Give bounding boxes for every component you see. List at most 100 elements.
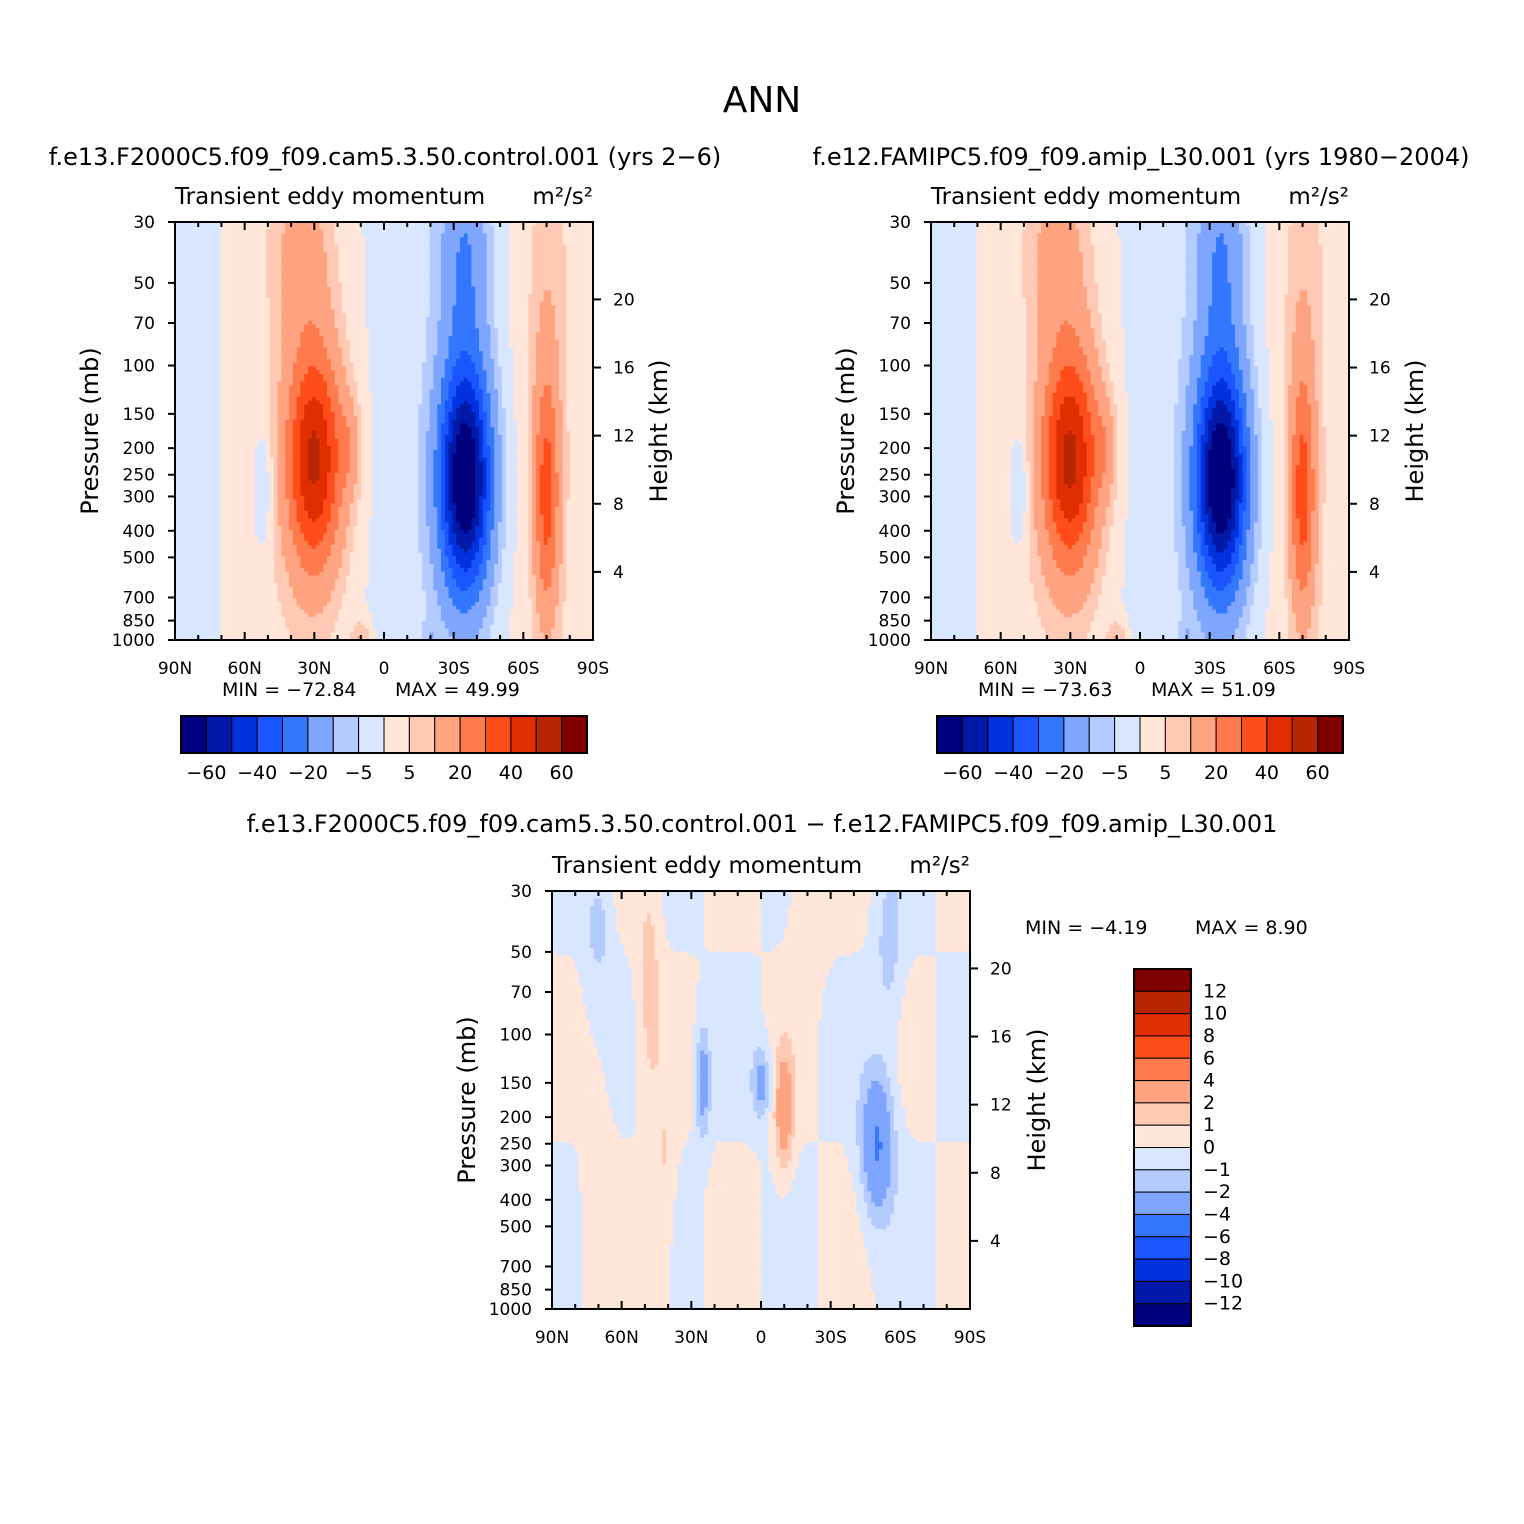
field-cell <box>399 252 404 257</box>
field-cell <box>570 358 575 364</box>
field-cell <box>562 377 567 383</box>
field-cell <box>308 275 313 280</box>
field-cell <box>304 241 309 246</box>
field-cell <box>213 263 218 269</box>
field-cell <box>239 366 244 371</box>
field-cell <box>368 362 374 367</box>
field-cell <box>281 385 286 390</box>
field-cell <box>361 374 366 379</box>
field-cell <box>577 229 583 234</box>
field-cell <box>444 282 450 288</box>
field-cell <box>213 229 218 234</box>
field-cell <box>494 248 499 253</box>
field-cell <box>277 374 282 379</box>
field-cell <box>216 275 222 280</box>
field-cell <box>327 275 332 280</box>
field-cell <box>353 237 358 242</box>
field-cell <box>304 389 309 394</box>
field-cell <box>232 320 237 326</box>
field-cell <box>528 267 533 272</box>
field-cell <box>479 294 484 299</box>
field-cell <box>342 381 347 386</box>
field-cell <box>437 366 442 371</box>
field-cell <box>292 355 298 360</box>
field-cell <box>175 370 180 375</box>
field-cell <box>262 301 267 307</box>
field-cell <box>285 298 290 303</box>
field-cell <box>357 385 362 390</box>
field-cell <box>315 286 320 291</box>
field-cell <box>315 366 320 371</box>
field-cell <box>520 374 526 379</box>
field-cell <box>406 248 412 253</box>
field-cell <box>365 313 370 318</box>
field-cell <box>273 347 279 352</box>
field-cell <box>498 351 503 356</box>
field-cell <box>277 294 282 299</box>
field-cell <box>213 347 218 352</box>
field-cell <box>441 385 446 390</box>
field-cell <box>308 279 313 284</box>
field-cell <box>532 332 537 337</box>
field-cell <box>273 374 279 379</box>
field-cell <box>186 377 191 383</box>
field-cell <box>422 358 427 364</box>
field-cell <box>361 332 366 337</box>
field-cell <box>418 374 423 379</box>
field-cell <box>395 332 400 337</box>
field-cell <box>479 336 484 341</box>
field-cell <box>532 351 537 356</box>
field-cell <box>399 256 404 261</box>
field-cell <box>334 271 339 276</box>
field-cell <box>395 301 400 307</box>
field-cell <box>505 377 510 383</box>
field-cell <box>319 244 324 250</box>
field-cell <box>452 324 457 329</box>
field-cell <box>524 362 529 367</box>
field-cell <box>520 366 526 371</box>
field-cell <box>266 298 271 303</box>
field-cell <box>338 389 343 394</box>
field-cell <box>452 381 457 386</box>
field-cell <box>304 347 309 352</box>
field-cell <box>304 362 309 367</box>
field-cell <box>254 370 260 375</box>
field-cell <box>422 286 427 291</box>
field-cell <box>296 263 301 269</box>
field-cell <box>175 222 180 227</box>
field-cell <box>289 298 294 303</box>
field-cell <box>205 301 210 307</box>
field-cell <box>403 229 408 234</box>
field-cell <box>581 233 586 238</box>
field-cell <box>330 381 336 386</box>
field-cell <box>558 241 564 246</box>
field-cell <box>197 355 203 360</box>
field-cell <box>194 320 199 326</box>
field-cell <box>486 229 491 234</box>
field-cell <box>448 267 453 272</box>
field-cell <box>277 248 282 253</box>
field-cell <box>342 355 347 360</box>
field-cell <box>471 385 476 390</box>
field-cell <box>327 355 332 360</box>
field-cell <box>254 286 260 291</box>
field-cell <box>429 381 434 386</box>
field-cell <box>319 351 324 356</box>
field-cell <box>581 301 586 307</box>
field-cell <box>334 374 339 379</box>
field-cell <box>330 260 336 265</box>
field-cell <box>539 339 545 345</box>
field-cell <box>452 347 457 352</box>
field-cell <box>186 339 191 345</box>
field-cell <box>224 347 229 352</box>
field-cell <box>194 260 199 265</box>
field-cell <box>308 252 313 257</box>
field-cell <box>228 298 233 303</box>
field-cell <box>178 305 184 310</box>
field-cell <box>543 267 548 272</box>
field-cell <box>460 313 465 318</box>
field-cell <box>501 332 507 337</box>
field-cell <box>479 301 484 307</box>
field-cell <box>399 339 404 345</box>
field-cell <box>270 237 275 242</box>
